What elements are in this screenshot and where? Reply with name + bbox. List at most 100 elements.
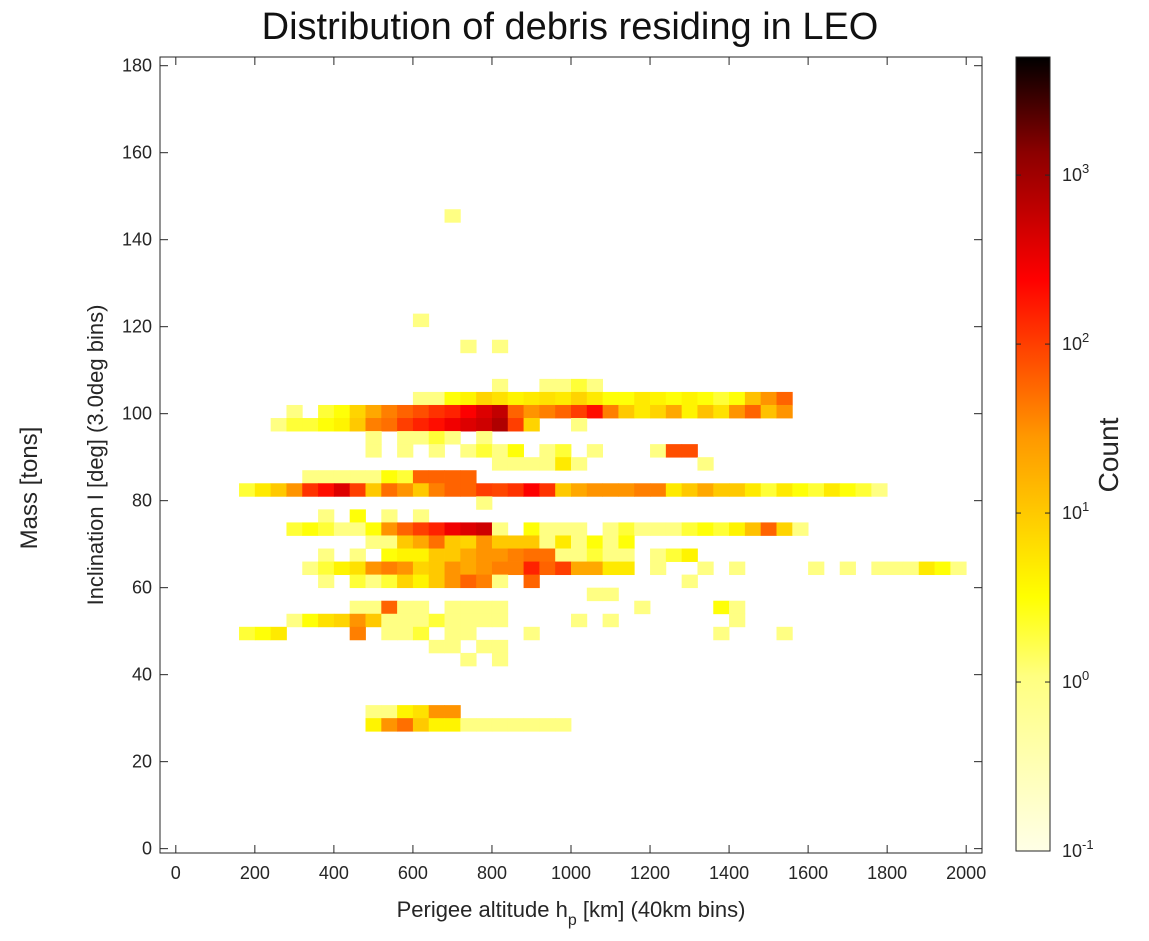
heatmap-cell [555,404,572,419]
heatmap-cell [491,339,509,354]
heatmap-cell [586,587,604,602]
heatmap-cell [571,404,588,419]
heatmap-cell [491,404,509,419]
heatmap-cell [491,613,509,628]
heatmap-cell [634,404,651,419]
heatmap-cell [428,613,445,628]
heatmap-cell [634,522,651,536]
heatmap-cell [412,718,430,732]
heatmap-cell [318,418,335,432]
heatmap-cell [428,535,445,549]
heatmap-cell [523,574,540,589]
heatmap-cell [491,718,509,732]
heatmap-cell [365,483,382,497]
colorbar-ticks: 10-1 100 101 102 103 [1016,161,1094,861]
colorbar [1015,56,1051,852]
heatmap-cell [602,613,619,628]
heatmap-cells [239,209,967,732]
heatmap-cell [397,626,414,641]
heatmap-cell [412,574,430,589]
heatmap-cell [871,483,888,497]
heatmap-cell [365,535,382,549]
heatmap-cell [365,418,382,432]
heatmap-cell [539,444,556,458]
heatmap-cell [476,444,493,458]
heatmap-cell [381,483,398,497]
heatmap-cell [491,548,509,562]
colorbar-tick-label: 101 [1062,499,1089,523]
heatmap-cell [428,444,445,458]
heatmap-cell [571,548,588,562]
heatmap-cell [539,522,556,536]
heatmap-cell [302,522,319,536]
heatmap-cell [444,404,461,419]
heatmap-cell [792,522,809,536]
heatmap-cell [397,600,414,615]
heatmap-cell [586,535,604,549]
heatmap-cell [254,626,272,641]
heatmap-cell [412,470,430,484]
heatmap-cell [365,574,382,589]
heatmap-cell [444,639,461,654]
heatmap-cell [476,574,493,589]
heatmap-cell [634,391,651,406]
heatmap-cell [428,404,445,419]
heatmap-cell [586,548,604,562]
heatmap-cell [476,639,493,654]
heatmap-cell [697,522,714,536]
heatmap-cell [412,483,430,497]
heatmap-cell [602,404,619,419]
heatmap-cell [650,391,667,406]
heatmap-cell [381,548,398,562]
heatmap-cell [397,535,414,549]
heatmap-cell [412,600,430,615]
heatmap-cell [760,391,777,406]
heatmap-cell [491,561,509,576]
heatmap-cell [507,718,524,732]
heatmap-cell [491,574,509,589]
heatmap-cell [555,522,572,536]
x-tick-label: 0 [171,863,181,883]
heatmap-cell [571,561,588,576]
heatmap-cell [729,404,746,419]
heatmap-cell [729,613,746,628]
heatmap-cell [349,470,366,484]
heatmap-cell [318,522,335,536]
heatmap-cell [460,535,477,549]
heatmap-cell [444,391,461,406]
heatmap-cell [428,574,445,589]
heatmap-cell [523,718,540,732]
heatmap-cell [776,483,793,497]
heatmap-cell [365,613,382,628]
heatmap-cell [428,705,445,719]
heatmap-cell [254,483,272,497]
heatmap-cell [381,522,398,536]
heatmap-cell [397,613,414,628]
heatmap-cell [349,522,366,536]
heatmap-cell [397,418,414,432]
heatmap-cell [302,418,319,432]
heatmap-cell [618,548,635,562]
heatmap-cell [697,457,714,471]
heatmap-cell [460,626,477,641]
heatmap-cell [333,404,351,419]
colorbar-tick-label: 103 [1062,161,1089,185]
heatmap-cell [571,483,588,497]
heatmap-cell [491,378,509,393]
heatmap-cell [887,561,904,576]
colorbar-tick-label: 10-1 [1062,837,1094,861]
heatmap-cell [523,522,540,536]
heatmap-cell [602,548,619,562]
heatmap-cell [523,483,540,497]
heatmap-cell [428,561,445,576]
y-tick-label: 120 [122,317,152,337]
heatmap-cell [444,626,461,641]
heatmap-cell [902,561,920,576]
heatmap-cell [318,561,335,576]
heatmap-cell [428,391,445,406]
axis-ticks: 0 200 400 600 800 1000 1200 1400 1600 1800 2000 0 20… [122,56,986,883]
heatmap-cell [665,391,683,406]
heatmap-cell [697,483,714,497]
heatmap-cell [333,613,351,628]
